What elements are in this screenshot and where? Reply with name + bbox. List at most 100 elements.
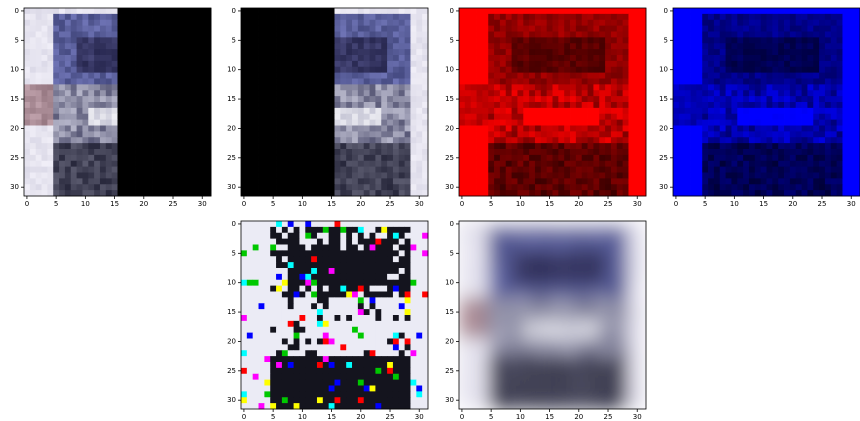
- pixel: [129, 190, 135, 196]
- pixel: [628, 126, 634, 132]
- pixel: [253, 190, 259, 196]
- pixel: [375, 292, 381, 298]
- pixel: [772, 155, 778, 161]
- pixel: [170, 32, 176, 38]
- pixel: [259, 43, 265, 49]
- pixel: [465, 155, 471, 161]
- pixel: [71, 8, 77, 14]
- pixel: [381, 114, 387, 120]
- pixel: [329, 26, 335, 32]
- pixel: [726, 120, 732, 126]
- y-tick-label: 20: [10, 124, 19, 132]
- pixel: [691, 126, 697, 132]
- pixel: [147, 131, 153, 137]
- pixel: [410, 155, 416, 161]
- pixel: [305, 221, 311, 227]
- pixel: [541, 131, 547, 137]
- pixel: [790, 55, 796, 61]
- pixel: [364, 268, 370, 274]
- pixel: [593, 161, 599, 167]
- pixel: [726, 173, 732, 179]
- pixel: [253, 309, 259, 315]
- pixel: [123, 108, 129, 114]
- pixel: [685, 137, 691, 143]
- pixel: [30, 90, 36, 96]
- pixel: [564, 14, 570, 20]
- pixel: [605, 173, 611, 179]
- pixel: [65, 26, 71, 32]
- pixel: [123, 20, 129, 26]
- pixel: [714, 190, 720, 196]
- pixel: [570, 8, 576, 14]
- pixel: [53, 149, 59, 155]
- pixel: [399, 233, 405, 239]
- pixel: [253, 131, 259, 137]
- pixel: [617, 137, 623, 143]
- pixel: [634, 84, 640, 90]
- pixel: [767, 96, 773, 102]
- pixel: [691, 102, 697, 108]
- pixel: [346, 55, 352, 61]
- pixel: [634, 149, 640, 155]
- pixel: [623, 79, 629, 85]
- pixel: [393, 67, 399, 73]
- pixel: [264, 73, 270, 79]
- pixel: [848, 102, 854, 108]
- pixel: [253, 43, 259, 49]
- pixel: [364, 333, 370, 339]
- pixel: [422, 8, 428, 14]
- pixel: [264, 90, 270, 96]
- pixel: [358, 67, 364, 73]
- pixel: [422, 73, 428, 79]
- pixel: [541, 102, 547, 108]
- pixel: [702, 190, 708, 196]
- pixel: [346, 96, 352, 102]
- pixel: [241, 321, 247, 327]
- pixel: [588, 126, 594, 132]
- pixel: [153, 14, 159, 20]
- pixel: [88, 55, 94, 61]
- pixel: [241, 26, 247, 32]
- pixel: [743, 14, 749, 20]
- pixel: [276, 286, 282, 292]
- pixel: [282, 143, 288, 149]
- pixel: [299, 327, 305, 333]
- pixel: [329, 286, 335, 292]
- pixel: [188, 96, 194, 102]
- pixel: [329, 344, 335, 350]
- pixel: [422, 61, 428, 67]
- pixel: [375, 149, 381, 155]
- pixel: [399, 90, 405, 96]
- pixel: [311, 178, 317, 184]
- pixel: [147, 20, 153, 26]
- pixel: [164, 96, 170, 102]
- pixel: [547, 32, 553, 38]
- pixel: [299, 184, 305, 190]
- pixel: [323, 102, 329, 108]
- pixel: [790, 84, 796, 90]
- pixel: [129, 149, 135, 155]
- pixel: [529, 167, 535, 173]
- pixel: [282, 67, 288, 73]
- pixel: [276, 161, 282, 167]
- pixel: [593, 131, 599, 137]
- pixel: [170, 161, 176, 167]
- pixel: [691, 32, 697, 38]
- pixel: [364, 245, 370, 251]
- pixel: [743, 96, 749, 102]
- pixel: [743, 79, 749, 85]
- pixel: [259, 303, 265, 309]
- pixel: [784, 131, 790, 137]
- pixel: [270, 155, 276, 161]
- pixel: [459, 43, 465, 49]
- pixel: [364, 14, 370, 20]
- pixel: [471, 178, 477, 184]
- pixel: [673, 32, 679, 38]
- pixel: [299, 37, 305, 43]
- pixel: [564, 126, 570, 132]
- pixel: [77, 149, 83, 155]
- pixel: [106, 73, 112, 79]
- pixel: [796, 167, 802, 173]
- pixel: [106, 173, 112, 179]
- pixel: [529, 32, 535, 38]
